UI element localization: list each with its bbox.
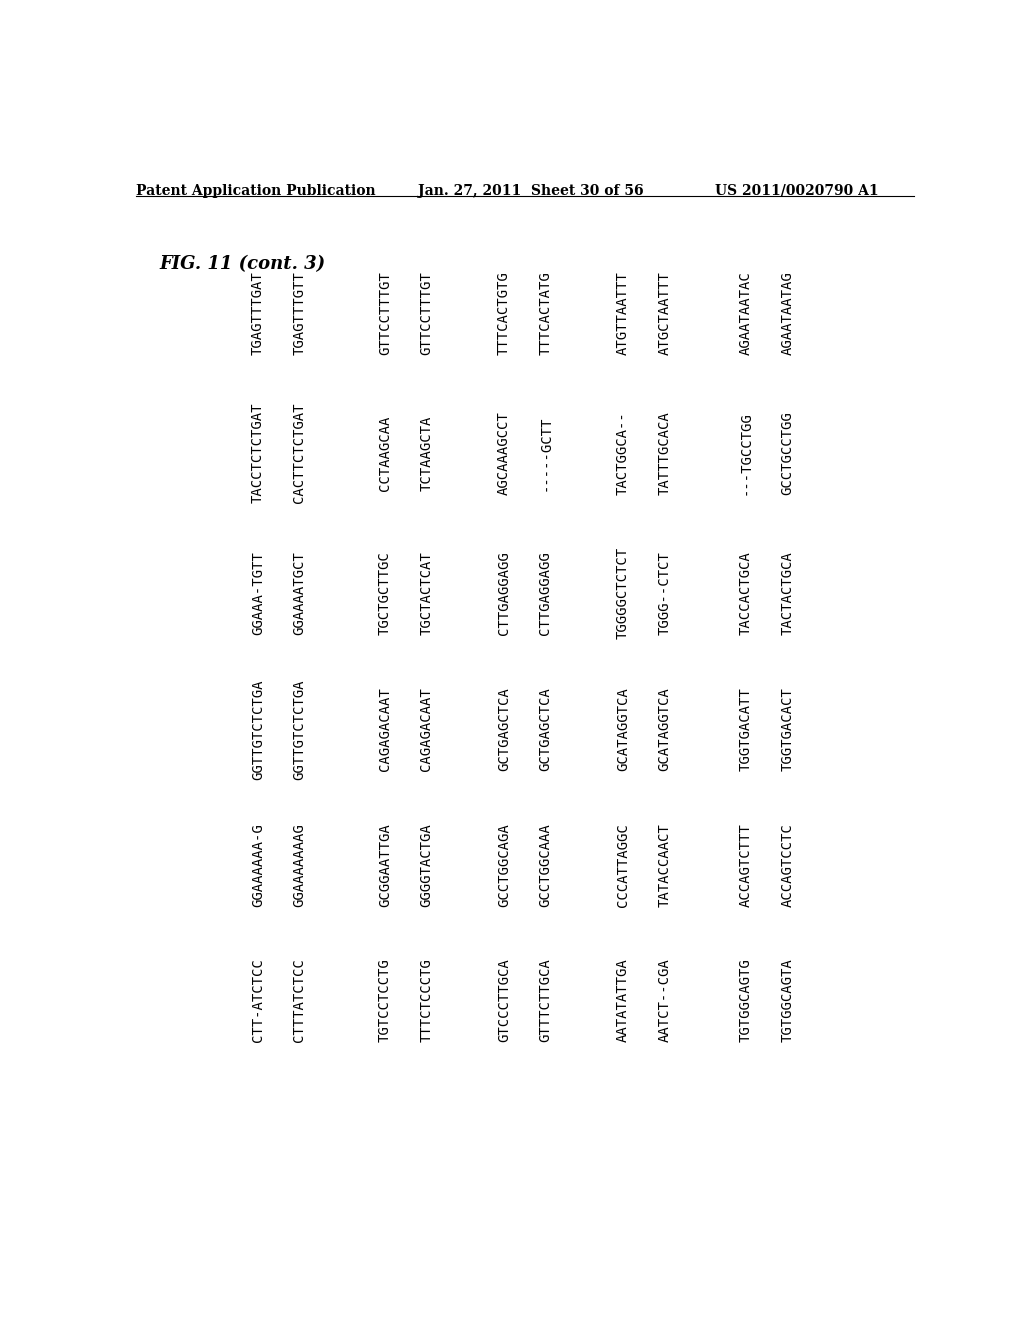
Text: GCGGAATTGA: GCGGAATTGA <box>378 822 392 907</box>
Text: TGGGGCTCTCT: TGGGGCTCTCT <box>616 548 630 639</box>
Text: GGAAAAAA-G: GGAAAAAA-G <box>251 822 265 907</box>
Text: GCTGAGCTCA: GCTGAGCTCA <box>497 688 511 771</box>
Text: CCCATTAGGC: CCCATTAGGC <box>616 822 630 907</box>
Text: TTTCACTATG: TTTCACTATG <box>539 271 552 355</box>
Text: AATATATTGA: AATATATTGA <box>616 958 630 1041</box>
Text: GCCTGCCTGG: GCCTGCCTGG <box>780 412 795 495</box>
Text: GTTTCTTGCA: GTTTCTTGCA <box>539 958 552 1041</box>
Text: GGAAAAAAAG: GGAAAAAAAG <box>292 822 306 907</box>
Text: GCCTGGCAGA: GCCTGGCAGA <box>497 822 511 907</box>
Text: TATACCAACT: TATACCAACT <box>657 822 672 907</box>
Text: CTTGAGGAGG: CTTGAGGAGG <box>539 552 552 635</box>
Text: AGAATAATAC: AGAATAATAC <box>739 271 753 355</box>
Text: GTCCCTTGCA: GTCCCTTGCA <box>497 958 511 1041</box>
Text: TGTGGCAGTA: TGTGGCAGTA <box>780 958 795 1041</box>
Text: ---TGCCTGG: ---TGCCTGG <box>739 412 753 495</box>
Text: AGCAAAGCCT: AGCAAAGCCT <box>497 412 511 495</box>
Text: GGTTGTCTCTGA: GGTTGTCTCTGA <box>292 680 306 780</box>
Text: TGGTGACACT: TGGTGACACT <box>780 688 795 771</box>
Text: GTTCCTTTGT: GTTCCTTTGT <box>419 271 433 355</box>
Text: TACCTCTCTGAT: TACCTCTCTGAT <box>251 403 265 503</box>
Text: CCTAAGCAA: CCTAAGCAA <box>378 416 392 491</box>
Text: GGGGTACTGA: GGGGTACTGA <box>419 822 433 907</box>
Text: GCATAGGTCA: GCATAGGTCA <box>616 688 630 771</box>
Text: GCTGAGCTCA: GCTGAGCTCA <box>539 688 552 771</box>
Text: AATCT--CGA: AATCT--CGA <box>657 958 672 1041</box>
Text: US 2011/0020790 A1: US 2011/0020790 A1 <box>715 183 879 198</box>
Text: ACCAGTCCTC: ACCAGTCCTC <box>780 822 795 907</box>
Text: ATGTTAATTT: ATGTTAATTT <box>616 271 630 355</box>
Text: Jan. 27, 2011  Sheet 30 of 56: Jan. 27, 2011 Sheet 30 of 56 <box>418 183 643 198</box>
Text: TGTGGCAGTG: TGTGGCAGTG <box>739 958 753 1041</box>
Text: TACTGGCA--: TACTGGCA-- <box>616 412 630 495</box>
Text: AGAATAATAG: AGAATAATAG <box>780 271 795 355</box>
Text: FIG. 11 (cont. 3): FIG. 11 (cont. 3) <box>160 255 326 273</box>
Text: ACCAGTCTTT: ACCAGTCTTT <box>739 822 753 907</box>
Text: TTTCACTGTG: TTTCACTGTG <box>497 271 511 355</box>
Text: GGAAA-TGTT: GGAAA-TGTT <box>251 552 265 635</box>
Text: TATTTGCACA: TATTTGCACA <box>657 412 672 495</box>
Text: GTTCCTTTGT: GTTCCTTTGT <box>378 271 392 355</box>
Text: TGAGTTTGTT: TGAGTTTGTT <box>292 271 306 355</box>
Text: CAGAGACAAT: CAGAGACAAT <box>419 688 433 771</box>
Text: -----GCTT: -----GCTT <box>539 416 552 491</box>
Text: GGAAAATGCT: GGAAAATGCT <box>292 552 306 635</box>
Text: TGCTGCTTGC: TGCTGCTTGC <box>378 552 392 635</box>
Text: Patent Application Publication: Patent Application Publication <box>136 183 376 198</box>
Text: CTT-ATCTCC: CTT-ATCTCC <box>251 958 265 1041</box>
Text: TCTAAGCTA: TCTAAGCTA <box>419 416 433 491</box>
Text: TGGTGACATT: TGGTGACATT <box>739 688 753 771</box>
Text: CACTTCTCTGAT: CACTTCTCTGAT <box>292 403 306 503</box>
Text: ATGCTAATTT: ATGCTAATTT <box>657 271 672 355</box>
Text: CAGAGACAAT: CAGAGACAAT <box>378 688 392 771</box>
Text: CTTTATCTCC: CTTTATCTCC <box>292 958 306 1041</box>
Text: TTTCTCCCTG: TTTCTCCCTG <box>419 958 433 1041</box>
Text: TGGG--CTCT: TGGG--CTCT <box>657 552 672 635</box>
Text: TGAGTTTGAT: TGAGTTTGAT <box>251 271 265 355</box>
Text: GCCTGGCAAA: GCCTGGCAAA <box>539 822 552 907</box>
Text: TGTCCTCCTG: TGTCCTCCTG <box>378 958 392 1041</box>
Text: GCATAGGTCA: GCATAGGTCA <box>657 688 672 771</box>
Text: TACCACTGCA: TACCACTGCA <box>739 552 753 635</box>
Text: GGTTGTCTCTGA: GGTTGTCTCTGA <box>251 680 265 780</box>
Text: TACTACTGCA: TACTACTGCA <box>780 552 795 635</box>
Text: TGCTACTCAT: TGCTACTCAT <box>419 552 433 635</box>
Text: CTTGAGGAGG: CTTGAGGAGG <box>497 552 511 635</box>
